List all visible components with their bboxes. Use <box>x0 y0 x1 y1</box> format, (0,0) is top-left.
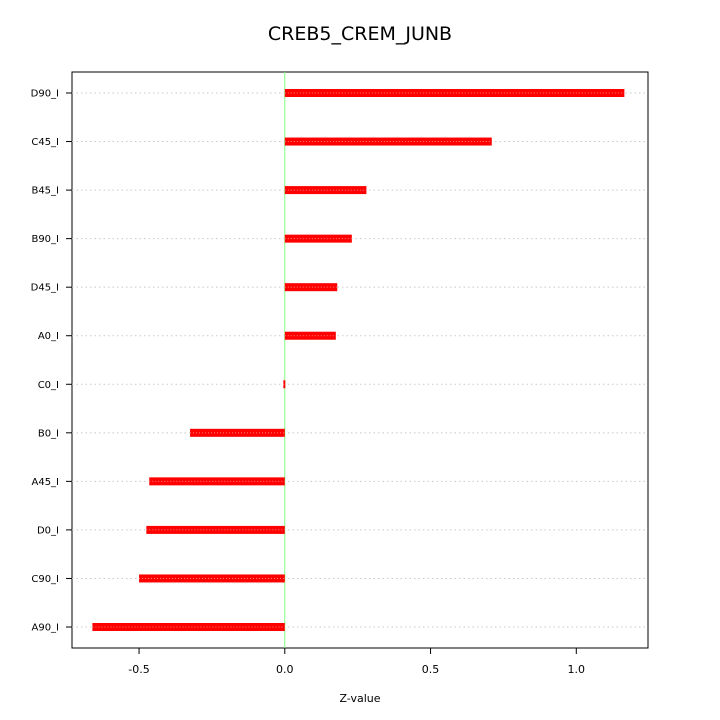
bar <box>284 137 492 146</box>
bar <box>190 428 285 437</box>
x-tick-label: 0.0 <box>276 663 294 676</box>
y-tick-label: C90_I <box>31 574 59 585</box>
bar <box>284 89 625 97</box>
bar <box>284 283 338 292</box>
y-tick-label: A45_I <box>31 477 59 488</box>
y-tick-label: D0_I <box>37 525 59 536</box>
y-tick-label: B0_I <box>38 428 59 439</box>
x-tick-label: 0.5 <box>422 663 440 676</box>
y-tick-label: D90_I <box>31 89 59 100</box>
bar <box>284 186 367 195</box>
plot-area <box>71 71 649 649</box>
y-axis: D90_I C45_I B45_I B90_I D45_I A0_I C0_I B0_I A45… <box>31 89 72 634</box>
bar <box>284 331 336 340</box>
y-tick-label: A0_I <box>38 331 59 342</box>
x-tick-label: -0.5 <box>128 663 149 676</box>
y-tick-label: C45_I <box>31 137 59 148</box>
bars <box>92 89 625 631</box>
x-axis: -0.5 0.0 0.5 1.0 <box>128 648 585 676</box>
chart-title: CREB5_CREM_JUNB <box>268 23 452 45</box>
grid-lines <box>72 92 648 628</box>
y-tick-label: C0_I <box>38 380 59 391</box>
y-tick-label: B45_I <box>31 186 59 197</box>
y-tick-label: B90_I <box>31 234 59 245</box>
x-axis-label: Z-value <box>339 692 380 705</box>
y-tick-label: A90_I <box>31 623 59 634</box>
y-tick-label: D45_I <box>31 283 59 294</box>
bar <box>149 477 285 486</box>
x-tick-label: 1.0 <box>568 663 586 676</box>
